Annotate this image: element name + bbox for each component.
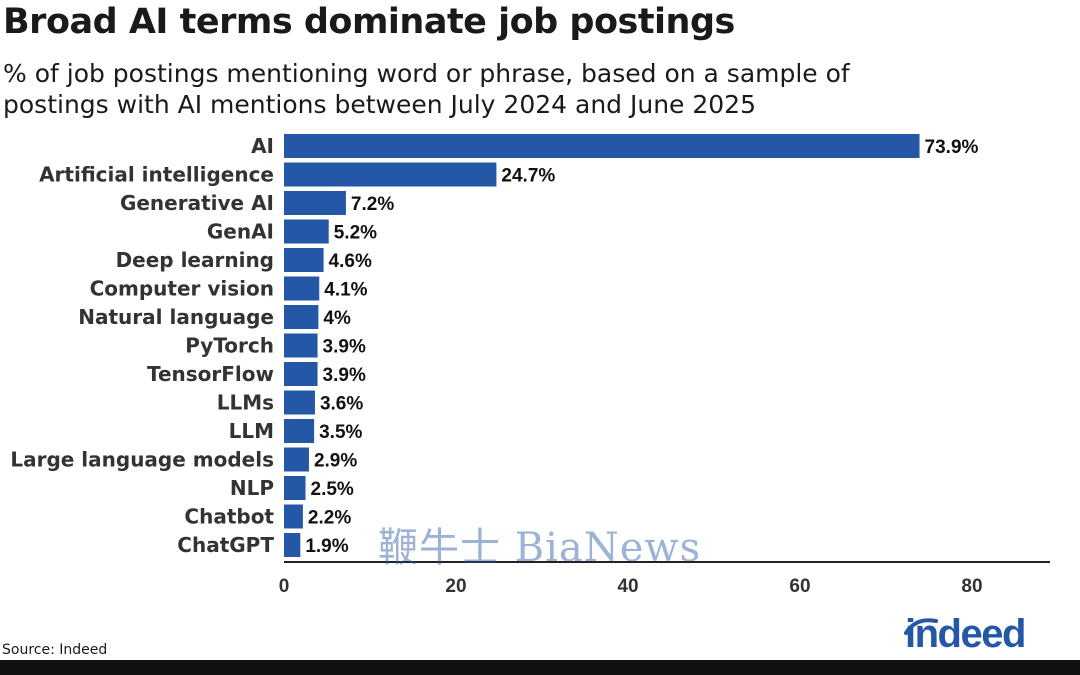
- bar-chart: AI 73.9% Artificial intelligence 24.7% Gener…: [10, 134, 1050, 597]
- value-label: 73.9%: [925, 137, 979, 158]
- category-label: Natural language: [78, 305, 274, 329]
- bar-8: [284, 362, 318, 386]
- category-label: GenAI: [207, 220, 274, 244]
- category-label: TensorFlow: [147, 362, 274, 386]
- x-tick-label: 40: [617, 576, 638, 597]
- category-label: Artificial intelligence: [39, 163, 274, 187]
- value-label: 2.2%: [308, 508, 351, 529]
- category-label: PyTorch: [185, 334, 274, 358]
- bar-13: [284, 504, 303, 529]
- value-label: 5.2%: [334, 223, 377, 244]
- category-label: AI: [251, 134, 274, 158]
- bar-5: [284, 276, 320, 301]
- category-label: LLMs: [217, 391, 274, 415]
- chart-subtitle: % of job postings mentioning word or phr…: [3, 59, 850, 119]
- category-label: LLM: [229, 419, 274, 443]
- bar-0: [284, 134, 920, 158]
- bar-3: [284, 219, 329, 244]
- x-tick-label: 60: [789, 576, 810, 597]
- bar-2: [284, 191, 346, 215]
- bar-11: [284, 447, 309, 472]
- category-label: Computer vision: [90, 277, 274, 301]
- bottom-band: [0, 660, 1080, 675]
- category-label: NLP: [230, 476, 274, 500]
- category-label: Chatbot: [184, 505, 274, 529]
- value-label: 2.5%: [311, 479, 354, 500]
- bar-12: [284, 476, 306, 500]
- x-tick-label: 0: [279, 576, 290, 597]
- bar-9: [284, 390, 315, 415]
- brand-arc-icon: [904, 618, 938, 635]
- bar-4: [284, 248, 324, 272]
- watermark-logo: 鞭牛士 BiaNews: [378, 525, 702, 571]
- source-note: Source: Indeed: [2, 642, 108, 658]
- bar-10: [284, 419, 315, 443]
- value-label: 2.9%: [314, 451, 357, 472]
- category-label: Generative AI: [120, 191, 274, 215]
- category-label: ChatGPT: [177, 533, 274, 557]
- value-label: 3.9%: [323, 337, 366, 358]
- value-label: 3.6%: [320, 394, 363, 415]
- chart-title: Broad AI terms dominate job postings: [3, 2, 735, 42]
- category-label: Deep learning: [116, 248, 274, 272]
- value-label: 3.9%: [323, 365, 366, 386]
- bar-1: [284, 162, 497, 187]
- x-tick-label: 80: [961, 576, 982, 597]
- value-label: 4.6%: [329, 251, 372, 272]
- indeed-logo: indeed: [905, 612, 1026, 656]
- value-label: 7.2%: [351, 194, 394, 215]
- value-label: 4%: [323, 308, 351, 329]
- value-label: 1.9%: [305, 536, 348, 557]
- value-label: 3.5%: [319, 422, 362, 443]
- x-tick-label: 20: [445, 576, 466, 597]
- bar-7: [284, 333, 318, 358]
- bar-14: [284, 533, 301, 557]
- value-label: 4.1%: [324, 280, 367, 301]
- value-label: 24.7%: [501, 166, 555, 187]
- category-label: Large language models: [10, 448, 274, 472]
- bar-6: [284, 305, 319, 329]
